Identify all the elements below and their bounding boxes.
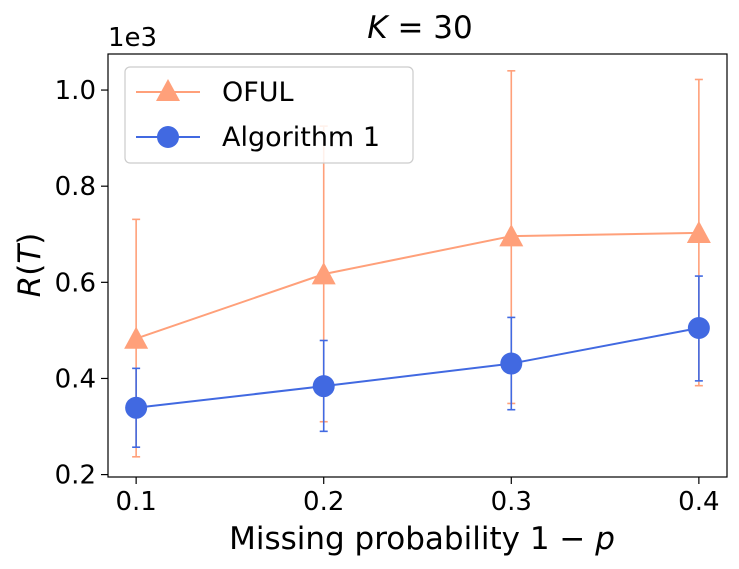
legend-entry-algorithm-1: Algorithm 1 — [136, 122, 380, 153]
data-point — [125, 396, 148, 419]
x-tick-label: 0.1 — [115, 487, 156, 517]
series-line — [135, 231, 699, 340]
y-tick-label: 1.0 — [55, 76, 96, 106]
y-tick-label: 0.4 — [55, 364, 96, 394]
data-point — [311, 262, 336, 285]
series-layer — [124, 70, 711, 458]
x-tick-label: 0.3 — [491, 487, 532, 517]
data-point — [312, 375, 335, 398]
x-axis-label: Missing probability 1 − p — [229, 521, 615, 557]
legend-label-oful: OFUL — [222, 77, 294, 108]
y-axis-label: R(T) — [12, 233, 48, 298]
data-point — [687, 316, 710, 339]
data-point — [499, 224, 524, 247]
x-axis-ticks: 0.1 0.2 0.3 0.4 — [115, 477, 720, 517]
x-tick-label: 0.2 — [303, 487, 344, 517]
series-algorithm-1 — [125, 275, 710, 448]
plot-frame — [107, 53, 728, 478]
y-tick-label: 0.8 — [55, 172, 96, 202]
legend-entry-oful: OFUL — [136, 77, 294, 108]
legend-marker-oful — [156, 79, 180, 101]
data-point — [500, 352, 523, 375]
y-tick-label: 0.6 — [55, 268, 96, 298]
legend-label-algorithm-1: Algorithm 1 — [222, 122, 380, 153]
series-line — [136, 327, 700, 409]
y-scale-label: 1e3 — [108, 23, 157, 53]
data-point — [686, 220, 711, 244]
data-point — [124, 326, 149, 349]
chart-title: K = 30 — [367, 10, 472, 46]
x-tick-label: 0.4 — [678, 487, 719, 517]
legend: OFUL Algorithm 1 — [124, 66, 414, 164]
y-tick-label: 0.2 — [55, 461, 96, 491]
y-axis-ticks: 0.2 0.4 0.6 0.8 1.0 — [55, 76, 108, 491]
legend-marker-algorithm-1 — [157, 126, 179, 148]
